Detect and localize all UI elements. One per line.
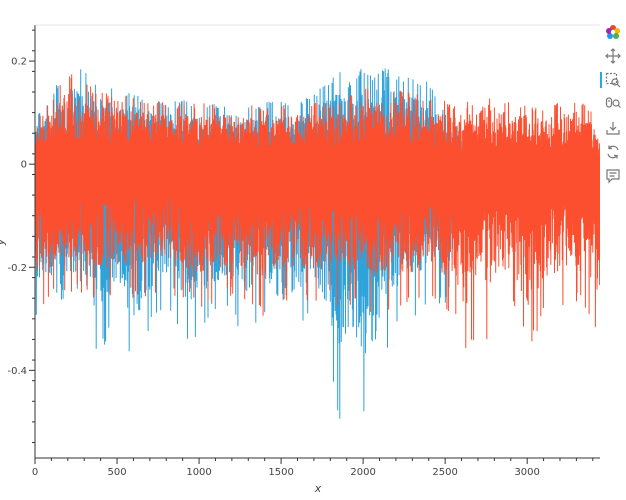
x-axis-label: x — [314, 482, 322, 495]
save-icon[interactable] — [603, 118, 623, 138]
y-tick-label: -0.2 — [7, 263, 27, 274]
toolbar — [600, 18, 626, 198]
box-zoom-icon[interactable] — [603, 70, 623, 90]
axes-layer — [34, 24, 600, 459]
ticks-layer: 0 500 1000 1500 2000 2500 3000 0.2 0 -0.2 -0.4 — [7, 29, 594, 478]
wheel-zoom-icon[interactable] — [603, 94, 623, 114]
reset-icon[interactable] — [603, 142, 623, 162]
y-axis-label: y — [0, 238, 7, 246]
x-tick-label: 1500 — [268, 467, 293, 478]
x-tick-label: 2500 — [432, 467, 457, 478]
hover-icon[interactable] — [603, 166, 623, 186]
pan-icon[interactable] — [603, 46, 623, 66]
chart[interactable]: 0 500 1000 1500 2000 2500 3000 0.2 0 -0.2 -0.4 x y — [0, 0, 600, 500]
bokeh-logo-icon[interactable] — [603, 22, 623, 42]
x-tick-label: 500 — [107, 467, 126, 478]
series-layer — [34, 68, 600, 419]
x-tick-label: 2000 — [350, 467, 375, 478]
y-tick-label: 0.2 — [11, 57, 27, 68]
x-tick-label: 1000 — [186, 467, 211, 478]
x-tick-label: 0 — [32, 467, 38, 478]
x-tick-label: 3000 — [514, 467, 539, 478]
y-tick-label: -0.4 — [7, 366, 27, 377]
series-red-line — [34, 74, 600, 349]
y-tick-label: 0 — [21, 160, 27, 171]
active-tool-indicator — [600, 72, 602, 88]
